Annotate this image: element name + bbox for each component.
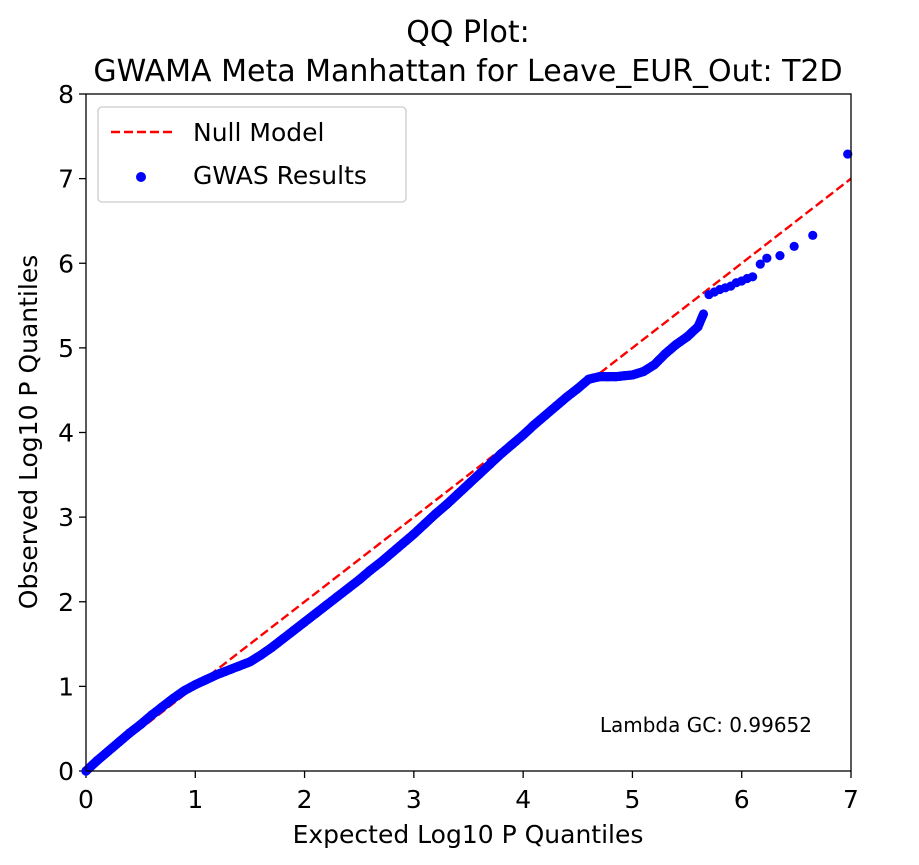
y-tick-label: 7 (58, 165, 74, 194)
legend: Null Model GWAS Results (97, 106, 407, 203)
gwas-point (540, 410, 550, 421)
gwas-point (92, 756, 102, 766)
lambda-gc-annotation: Lambda GC: 0.99652 (600, 713, 812, 737)
y-tick-label: 0 (58, 757, 74, 786)
legend-gwas-results-label: GWAS Results (193, 161, 367, 190)
gwas-point (603, 372, 613, 382)
gwas-point (682, 332, 692, 342)
gwas-point (496, 449, 506, 459)
gwas-point (354, 575, 364, 585)
y-axis-ticks: 0 1 2 3 4 5 6 7 8 (58, 80, 86, 786)
x-axis-label: Expected Log10 P Quantiles (293, 820, 644, 849)
legend-gwas-results-swatch (136, 172, 146, 182)
x-tick-label: 7 (843, 785, 859, 814)
plot-area (86, 94, 851, 771)
gwas-point (638, 366, 648, 377)
gwas-point (789, 241, 799, 251)
gwas-point (365, 565, 375, 576)
gwas-point (671, 339, 681, 350)
gwas-point (463, 479, 474, 489)
y-tick-label: 1 (58, 672, 74, 701)
y-tick-label: 6 (58, 249, 74, 278)
gwas-point (748, 272, 758, 282)
gwas-point (190, 680, 200, 690)
gwas-point (201, 675, 211, 685)
gwas-point (343, 583, 353, 593)
gwas-point (157, 702, 168, 712)
gwas-point (551, 401, 561, 411)
gwas-point (289, 625, 299, 636)
gwas-point (332, 592, 342, 602)
legend-null-model-label: Null Model (193, 118, 324, 147)
gwas-point (376, 557, 386, 567)
y-tick-label: 8 (58, 80, 74, 109)
gwas-point (573, 383, 583, 394)
y-tick-label: 2 (58, 588, 74, 617)
y-tick-label: 4 (58, 419, 74, 448)
gwas-results-points (81, 149, 853, 776)
gwas-point (507, 439, 517, 449)
x-axis-ticks: 0 1 2 3 4 5 6 7 (78, 771, 859, 814)
chart-title-line-2: GWAMA Meta Manhattan for Leave_EUR_Out: … (93, 54, 842, 89)
y-tick-label: 3 (58, 503, 74, 532)
x-tick-label: 4 (515, 785, 531, 814)
gwas-point (234, 661, 244, 671)
gwas-point (267, 642, 277, 653)
gwas-point (595, 372, 605, 382)
gwas-point (485, 459, 495, 469)
gwas-point (125, 728, 135, 738)
gwas-point (168, 693, 179, 703)
x-tick-label: 5 (624, 785, 640, 814)
gwas-point (256, 650, 266, 660)
gwas-point (103, 746, 113, 757)
gwas-point (321, 600, 332, 610)
gwas-point (409, 529, 419, 539)
gwas-point (136, 719, 146, 730)
gwas-point (518, 430, 528, 440)
x-tick-label: 2 (297, 785, 313, 814)
gwas-point (299, 617, 310, 627)
gwas-point (619, 371, 629, 381)
gwas-point (114, 737, 124, 747)
gwas-point (387, 548, 397, 558)
x-tick-label: 6 (734, 785, 750, 814)
gwas-point (649, 360, 659, 370)
gwas-point (442, 499, 452, 510)
gwas-point (529, 420, 539, 430)
gwas-point (698, 309, 709, 319)
y-tick-label: 5 (58, 334, 74, 363)
x-tick-label: 3 (406, 785, 422, 814)
gwas-point (584, 374, 594, 384)
chart-title-line-1: QQ Plot: (406, 15, 529, 50)
gwas-point (179, 686, 189, 696)
legend-box (97, 106, 407, 203)
gwas-point (693, 322, 703, 332)
gwas-point (310, 609, 321, 619)
gwas-point (611, 372, 621, 382)
gwas-point (562, 392, 572, 402)
y-axis-label: Observed Log10 P Quantiles (14, 255, 43, 609)
gwas-point (431, 509, 441, 519)
gwas-point (808, 230, 818, 240)
gwas-point (223, 665, 233, 675)
gwas-point (245, 657, 255, 667)
gwas-point (762, 253, 772, 263)
gwas-point (278, 634, 288, 644)
gwas-point (420, 519, 430, 529)
gwas-point (660, 349, 670, 359)
x-tick-label: 0 (78, 785, 94, 814)
gwas-point (843, 149, 853, 159)
gwas-point (452, 489, 463, 499)
x-tick-label: 1 (187, 785, 203, 814)
gwas-point (398, 538, 408, 548)
gwas-point (212, 669, 222, 680)
gwas-point (474, 469, 485, 479)
gwas-point (775, 251, 785, 261)
gwas-point (146, 710, 157, 720)
gwas-point (755, 259, 765, 269)
gwas-point (627, 370, 638, 380)
plot-frame (85, 93, 852, 772)
